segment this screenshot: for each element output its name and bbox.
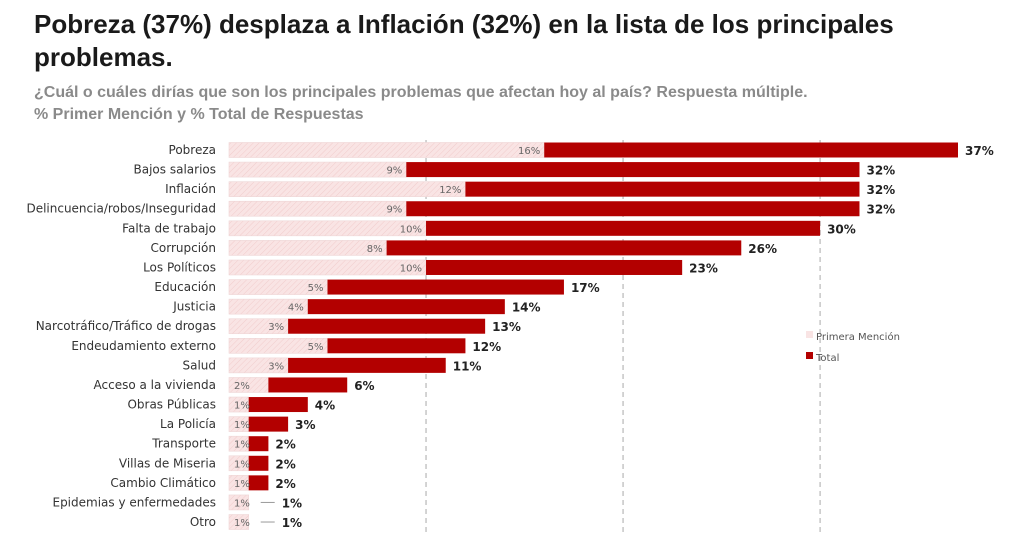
bar-primera-mencion — [228, 259, 427, 276]
primera-mencion-label: 2% — [234, 381, 250, 392]
category-label: Justicia — [172, 300, 216, 314]
primera-mencion-label: 1% — [234, 401, 250, 412]
primera-mencion-label: 3% — [268, 322, 284, 333]
total-label: 23% — [689, 261, 718, 275]
bar-total — [248, 475, 269, 491]
bar-total — [288, 318, 486, 334]
bar-primera-mencion — [228, 494, 250, 511]
total-label: 4% — [315, 399, 335, 413]
category-label: Corrupción — [151, 241, 216, 255]
category-label: Educación — [154, 280, 216, 294]
legend-label-primera-mencion: Primera Mención — [816, 331, 900, 343]
total-label: 32% — [866, 203, 895, 217]
category-label: Delincuencia/robos/Inseguridad — [26, 202, 216, 216]
bar-total — [544, 142, 958, 158]
total-label: 11% — [453, 359, 482, 373]
primera-mencion-label: 1% — [234, 518, 250, 529]
bar-primera-mencion — [228, 240, 387, 256]
bar-primera-mencion — [228, 161, 407, 178]
bar-total — [288, 357, 446, 373]
page-title: Pobreza (37%) desplaza a Inflación (32%)… — [34, 9, 894, 72]
primera-mencion-label: 5% — [308, 342, 324, 353]
primera-mencion-label: 3% — [268, 361, 284, 372]
primera-mencion-label: 1% — [234, 420, 250, 431]
primera-mencion-label: 1% — [234, 479, 250, 490]
bar-total — [426, 259, 683, 275]
total-label: 2% — [275, 477, 295, 491]
bar-total — [327, 338, 466, 354]
bar-total — [386, 240, 742, 256]
primera-mencion-label: 9% — [386, 166, 402, 177]
total-label: 12% — [472, 340, 501, 354]
primera-mencion-label: 4% — [288, 303, 304, 314]
total-label: 6% — [354, 379, 374, 393]
total-label: 32% — [866, 183, 895, 197]
bar-total — [426, 220, 821, 236]
bar-total — [248, 416, 289, 432]
bar-primera-mencion — [228, 514, 250, 530]
total-label: 30% — [827, 222, 856, 236]
bar-total — [248, 436, 269, 452]
category-label: Inflación — [165, 182, 216, 196]
bar-total — [465, 181, 860, 197]
primera-mencion-label: 16% — [518, 146, 540, 157]
category-label: Otro — [190, 515, 216, 529]
category-label: Narcotráfico/Tráfico de drogas — [36, 319, 216, 333]
total-label: 2% — [275, 457, 295, 471]
bar-primera-mencion — [228, 200, 407, 217]
category-label: Cambio Climático — [110, 476, 216, 490]
total-label: 1% — [282, 496, 302, 510]
category-label: Pobreza — [169, 143, 216, 157]
total-label: 32% — [866, 164, 895, 178]
total-label: 26% — [748, 242, 777, 256]
category-label: Transporte — [151, 437, 216, 451]
legend-label-total: Total — [815, 353, 839, 364]
total-label: 17% — [571, 281, 600, 295]
bar-primera-mencion — [228, 142, 545, 158]
category-label: Endeudamiento externo — [71, 339, 216, 353]
page-subtitle: ¿Cuál o cuáles dirías que son los princi… — [34, 82, 808, 126]
category-label: Villas de Miseria — [119, 456, 216, 470]
primera-mencion-label: 1% — [234, 440, 250, 451]
category-label: Epidemias y enfermedades — [52, 495, 216, 509]
primera-mencion-label: 9% — [386, 205, 402, 216]
category-label: Falta de trabajo — [122, 221, 216, 235]
category-label: Salud — [182, 358, 216, 372]
total-label: 3% — [295, 418, 315, 432]
bar-total — [406, 162, 860, 178]
category-label: Acceso a la vivienda — [94, 378, 216, 392]
category-label: Bajos salarios — [134, 163, 216, 177]
bar-total — [327, 279, 564, 295]
bar-total — [248, 397, 308, 413]
bar-total — [307, 299, 505, 315]
category-label: La Policía — [160, 417, 216, 431]
subtitle-question: ¿Cuál o cuáles dirías que son los princi… — [34, 84, 808, 101]
bar-total — [268, 377, 348, 393]
bar-primera-mencion — [228, 220, 427, 237]
primera-mencion-label: 8% — [367, 244, 383, 255]
category-label: Obras Públicas — [127, 398, 216, 412]
bar-total — [406, 201, 860, 217]
legend-swatch-total — [806, 352, 813, 359]
subtitle-measure: % Primer Mención y % Total de Respuestas — [34, 106, 364, 123]
category-label: Los Políticos — [143, 260, 216, 274]
total-label: 13% — [492, 320, 521, 334]
primera-mencion-label: 5% — [308, 283, 324, 294]
primera-mencion-label: 10% — [400, 224, 422, 235]
primera-mencion-label: 1% — [234, 459, 250, 470]
primera-mencion-label: 1% — [234, 498, 250, 509]
primera-mencion-label: 12% — [439, 185, 461, 196]
total-label: 2% — [275, 438, 295, 452]
bar-total — [248, 455, 269, 471]
primera-mencion-label: 10% — [400, 263, 422, 274]
bar-primera-mencion — [228, 181, 466, 197]
legend-swatch-primera-mencion — [806, 331, 813, 338]
total-label: 1% — [282, 516, 302, 530]
total-label: 14% — [512, 301, 541, 315]
total-label: 37% — [965, 144, 994, 158]
